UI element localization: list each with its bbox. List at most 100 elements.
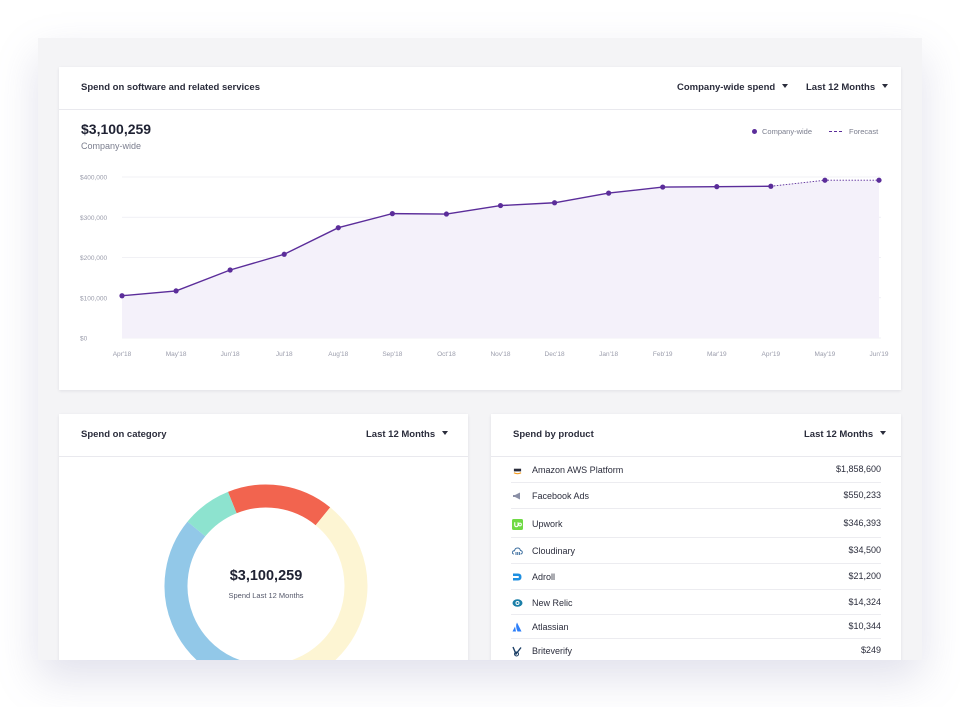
- donut-total: $3,100,259: [229, 568, 303, 584]
- data-point[interactable]: [660, 184, 666, 190]
- x-tick-label: Sep'18: [382, 351, 402, 358]
- total-spend-label: Company-wide: [81, 141, 142, 151]
- x-tick-label: Apr'19: [762, 351, 781, 358]
- x-tick-label: May'19: [815, 351, 836, 358]
- legend-dot-icon: [752, 129, 757, 134]
- atlassian-icon: [511, 621, 523, 633]
- data-point[interactable]: [606, 190, 612, 196]
- x-tick-label: Nov'18: [490, 351, 510, 358]
- card-title: Spend by product: [513, 429, 594, 440]
- cloudinary-icon: [511, 545, 523, 557]
- product-amount: $10,344: [848, 621, 881, 631]
- x-tick-label: Apr'18: [113, 351, 132, 358]
- legend-actual: Company-wide: [752, 127, 812, 136]
- data-point[interactable]: [389, 211, 395, 217]
- data-point[interactable]: [714, 184, 720, 190]
- product-spend-card: Spend by product Last 12 Months Amazon A…: [491, 414, 901, 660]
- product-amount: $34,500: [848, 545, 881, 555]
- software-spend-header: Spend on software and related services C…: [59, 67, 901, 110]
- total-spend: $3,100,259: [81, 121, 152, 137]
- period-dropdown-label: Last 12 Months: [366, 429, 436, 440]
- product-spend-header: Spend by product Last 12 Months: [491, 414, 901, 457]
- product-period-dropdown[interactable]: Last 12 Months: [804, 429, 887, 440]
- product-row[interactable]: Briteverify $249: [511, 639, 881, 660]
- data-point[interactable]: [551, 200, 558, 206]
- legend-actual-label: Company-wide: [762, 127, 813, 136]
- period-dropdown[interactable]: Last 12 Months: [806, 82, 889, 93]
- legend-forecast: Forecast: [829, 127, 878, 136]
- product-row[interactable]: Atlassian $10,344: [511, 615, 881, 639]
- product-row[interactable]: Cloudinary $34,500: [511, 538, 881, 564]
- legend-dash-icon: [829, 131, 842, 132]
- category-donut-chart: [149, 469, 383, 660]
- x-tick-label: Oct'18: [437, 351, 456, 358]
- data-point[interactable]: [443, 211, 450, 217]
- x-tick-label: Mar'19: [707, 351, 727, 358]
- product-name: Briteverify: [532, 646, 573, 656]
- dashboard-canvas: Spend on software and related services C…: [38, 38, 922, 660]
- category-period-dropdown[interactable]: Last 12 Months: [366, 429, 449, 440]
- data-point[interactable]: [119, 293, 125, 299]
- data-point[interactable]: [173, 288, 179, 294]
- x-tick-label: May'18: [166, 351, 187, 358]
- data-point[interactable]: [497, 202, 504, 209]
- product-name: Cloudinary: [532, 546, 576, 556]
- product-row[interactable]: Facebook Ads $550,233: [511, 483, 881, 509]
- donut-label: Spend Last 12 Months: [228, 591, 304, 600]
- product-amount: $1,858,600: [835, 464, 881, 474]
- product-name: Upwork: [532, 519, 563, 529]
- legend-forecast-label: Forecast: [849, 127, 879, 136]
- product-amount: $249: [860, 645, 881, 655]
- x-tick-label: Aug'18: [328, 351, 348, 358]
- x-tick-label: Jun'18: [221, 351, 240, 358]
- x-tick-label: Dec'18: [545, 351, 565, 358]
- product-row[interactable]: Adroll $21,200: [511, 564, 881, 590]
- aws-icon: [511, 464, 523, 476]
- period-dropdown-label: Last 12 Months: [806, 82, 876, 93]
- category-spend-header: Spend on category Last 12 Months: [59, 414, 468, 457]
- product-amount: $346,393: [843, 518, 881, 528]
- donut-segment[interactable]: [149, 469, 383, 660]
- x-tick-label: Jan'18: [599, 351, 618, 358]
- chevron-down-icon: [880, 431, 887, 435]
- y-tick-label: $200,000: [80, 255, 107, 262]
- upwork-icon: [511, 518, 523, 530]
- data-point[interactable]: [227, 267, 233, 273]
- donut-segment[interactable]: [149, 469, 383, 660]
- data-point[interactable]: [876, 177, 882, 183]
- chevron-down-icon: [882, 84, 889, 88]
- x-tick-label: Jun'19: [870, 351, 889, 358]
- product-amount: $550,233: [843, 490, 881, 500]
- product-list: Amazon AWS Platform $1,858,600 Facebook Ad…: [511, 457, 881, 660]
- chevron-down-icon: [442, 431, 449, 435]
- x-tick-label: Feb'19: [653, 351, 673, 358]
- product-name: Adroll: [532, 572, 556, 582]
- card-title: Spend on category: [81, 429, 167, 440]
- product-name: Amazon AWS Platform: [532, 465, 624, 475]
- y-tick-label: $300,000: [80, 215, 107, 222]
- product-row[interactable]: Amazon AWS Platform $1,858,600: [511, 457, 881, 483]
- product-name: Atlassian: [532, 622, 569, 632]
- product-amount: $14,324: [848, 597, 881, 607]
- product-name: Facebook Ads: [532, 491, 590, 501]
- software-spend-card: Spend on software and related services C…: [59, 67, 901, 390]
- donut-segment[interactable]: [149, 469, 383, 660]
- scope-dropdown[interactable]: Company-wide spend: [677, 82, 789, 93]
- product-amount: $21,200: [848, 571, 881, 581]
- data-point[interactable]: [822, 177, 828, 183]
- data-point[interactable]: [335, 225, 341, 231]
- data-point[interactable]: [281, 251, 287, 257]
- area-fill: [122, 180, 879, 338]
- megaphone-icon: [511, 490, 523, 502]
- y-tick-label: $400,000: [80, 175, 107, 182]
- scope-dropdown-label: Company-wide spend: [677, 82, 776, 93]
- product-name: New Relic: [532, 598, 573, 608]
- category-spend-card: Spend on category Last 12 Months $3,100,…: [59, 414, 468, 660]
- product-row[interactable]: Upwork $346,393: [511, 509, 881, 538]
- period-dropdown-label: Last 12 Months: [804, 429, 874, 440]
- chevron-down-icon: [782, 84, 789, 88]
- product-row[interactable]: New Relic $14,324: [511, 590, 881, 615]
- adroll-icon: [511, 571, 523, 583]
- x-tick-label: Jul'18: [276, 351, 293, 358]
- y-tick-label: $0: [80, 336, 88, 343]
